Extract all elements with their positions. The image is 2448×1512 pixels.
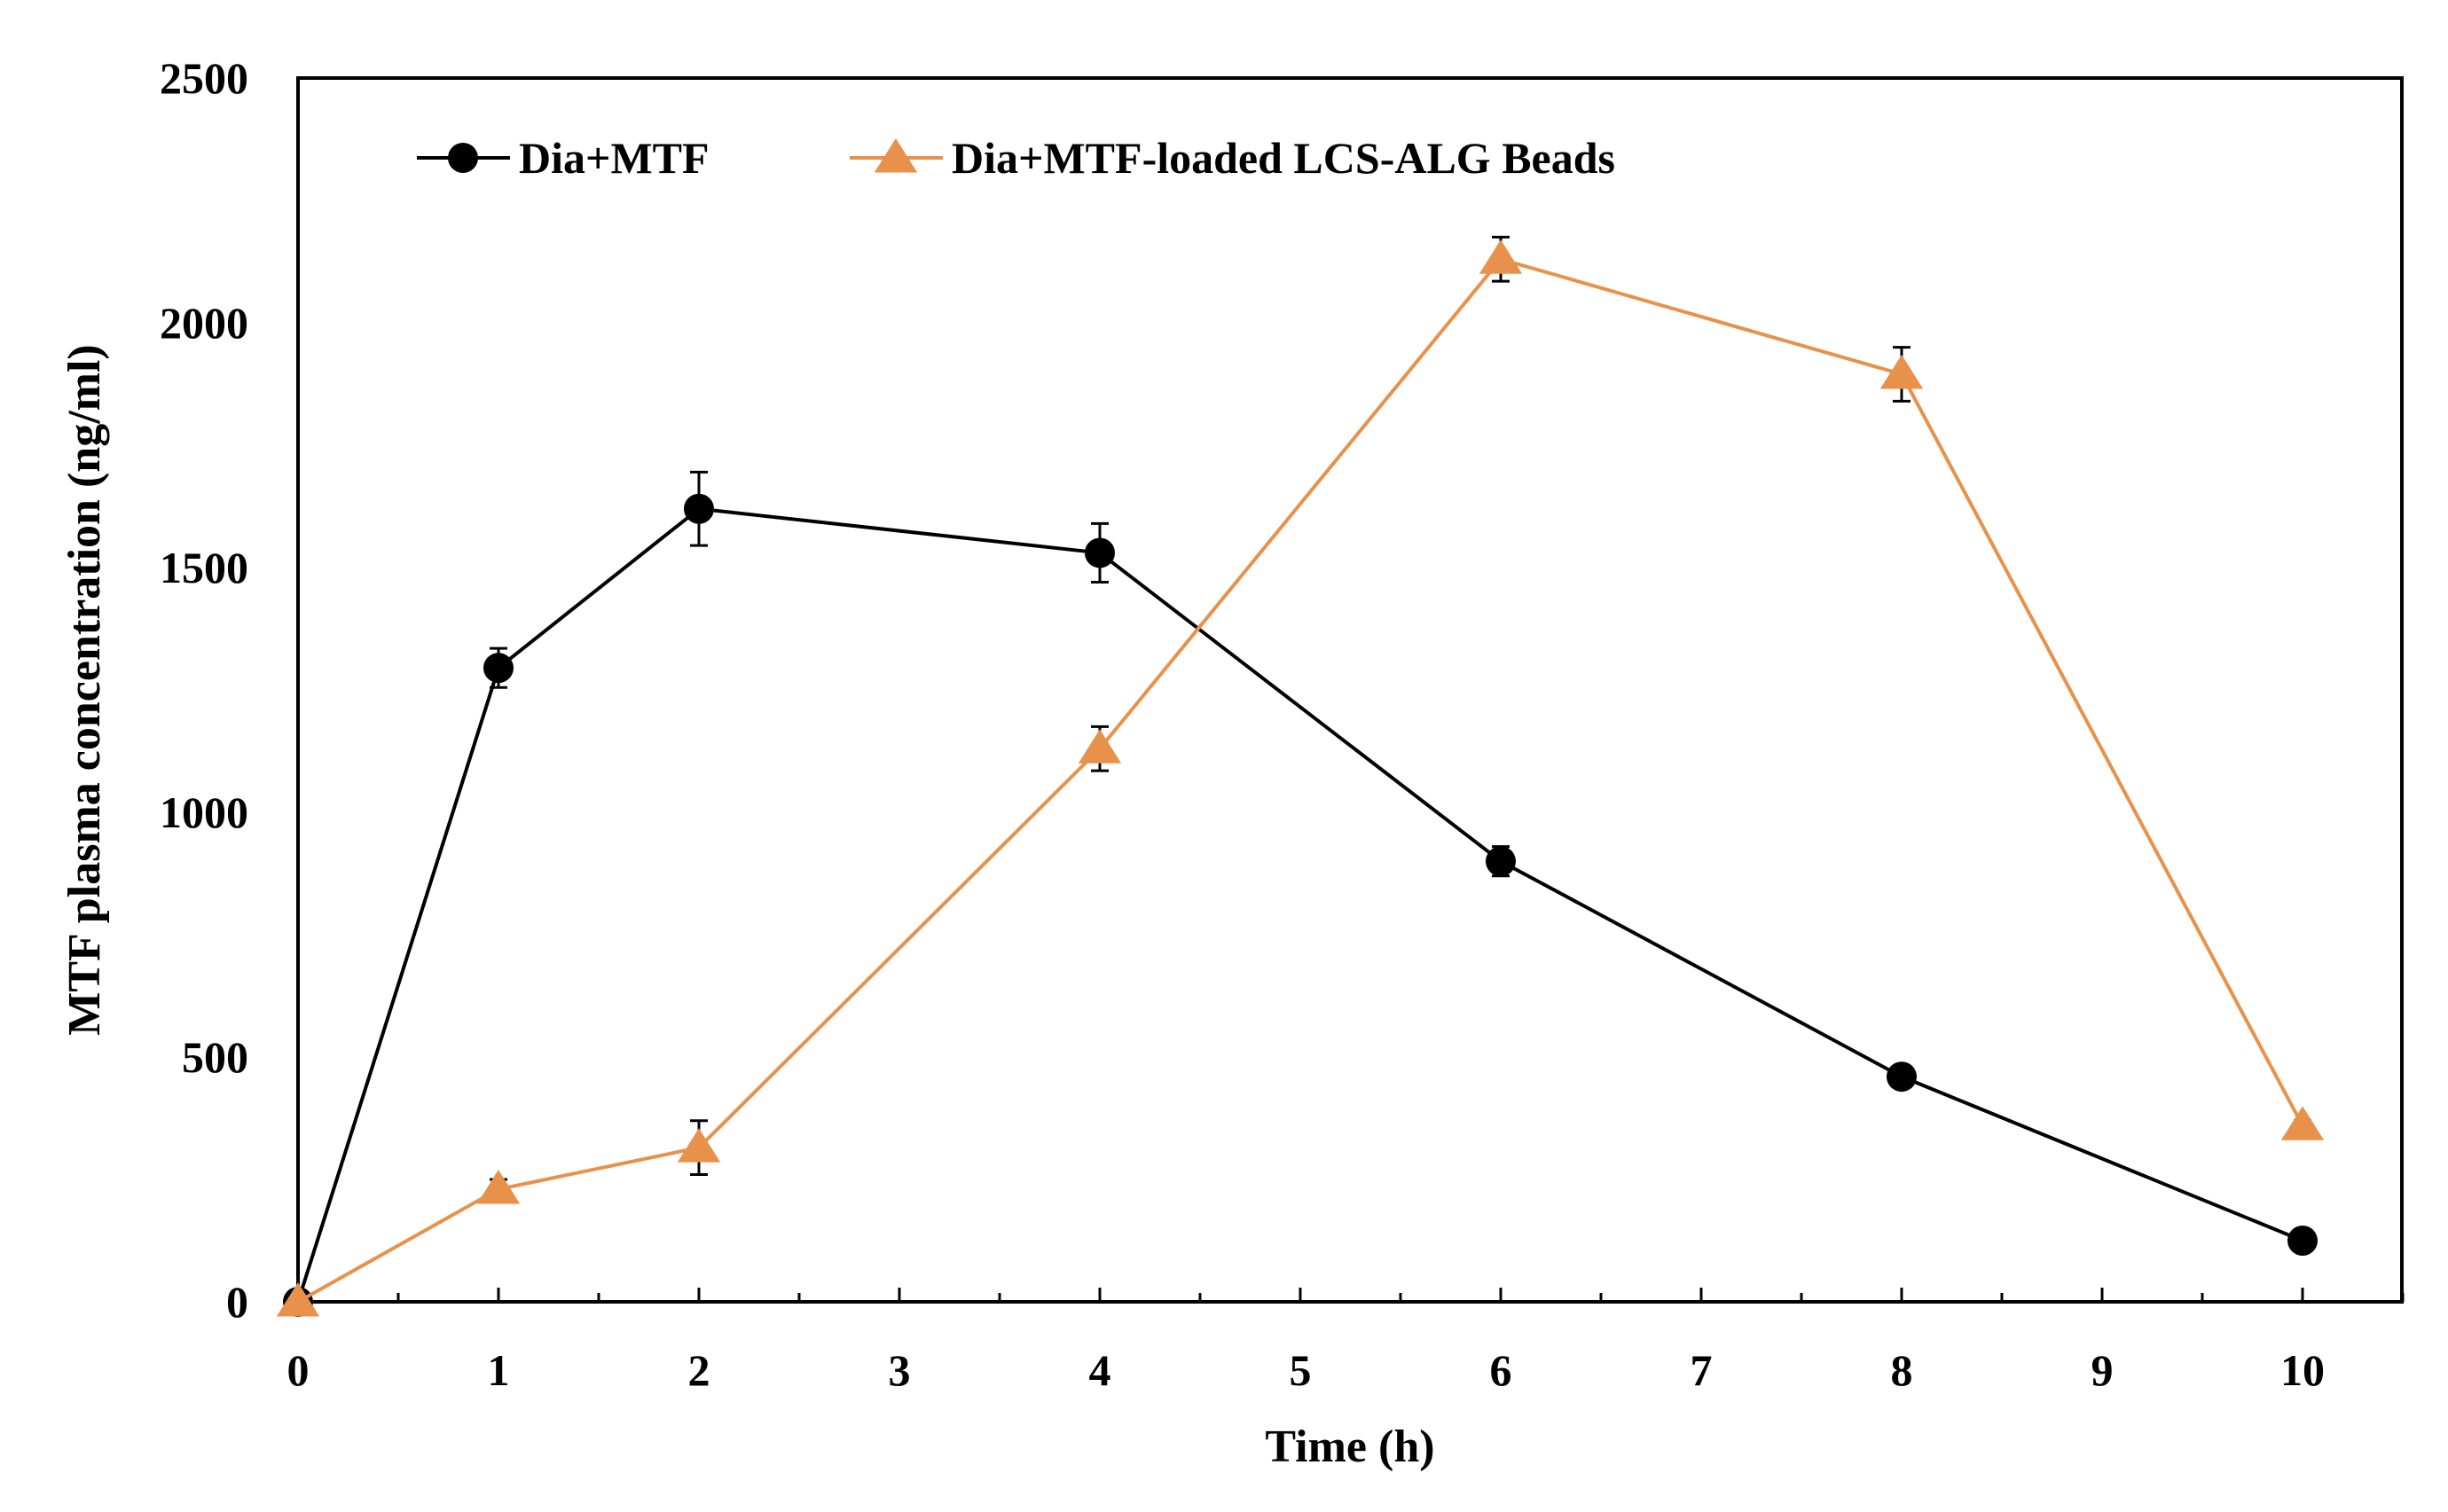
data-point	[677, 1128, 721, 1163]
series-2	[276, 235, 2325, 1317]
data-point	[2287, 1226, 2318, 1256]
legend-label: Dia+MTF	[519, 133, 710, 183]
data-point	[483, 653, 514, 684]
data-point	[276, 1282, 320, 1317]
data-point	[1078, 729, 1122, 764]
x-tick-label: 6	[1490, 1345, 1512, 1395]
x-tick-label: 8	[1891, 1345, 1913, 1395]
ticks-layer: 0 1 2 3 4 5 6 7 8 9 10 0 500 1000 1500 2000 2500	[160, 53, 2405, 1395]
x-tick-label: 4	[1089, 1345, 1111, 1395]
legend-marker	[448, 143, 478, 173]
legend-marker	[874, 138, 918, 173]
data-point	[684, 493, 714, 524]
x-tick-label: 3	[889, 1345, 911, 1395]
legend: Dia+MTF Dia+MTF-loaded LCS-ALG Beads	[417, 133, 1615, 183]
x-tick-label: 10	[2280, 1345, 2325, 1395]
data-point	[1887, 1062, 1917, 1093]
data-point	[2280, 1106, 2325, 1140]
y-tick-label: 0	[226, 1277, 248, 1327]
data-point	[1879, 354, 1924, 389]
data-point	[1479, 239, 1523, 274]
x-tick-label: 2	[688, 1345, 710, 1395]
y-tick-label: 2000	[160, 298, 248, 348]
x-tick-label: 1	[488, 1345, 510, 1395]
legend-label: Dia+MTF-loaded LCS-ALG Beads	[952, 133, 1615, 183]
data-point	[1085, 537, 1115, 568]
x-tick-label: 7	[1691, 1345, 1713, 1395]
series-layer	[276, 235, 2325, 1317]
data-point	[1486, 846, 1516, 877]
data-point	[476, 1170, 521, 1204]
series-1	[283, 470, 2318, 1317]
y-tick-label: 2500	[160, 53, 248, 103]
y-axis-title: MTF plasma concentration (ng/ml)	[59, 344, 110, 1035]
series-line	[297, 257, 2304, 1304]
x-tick-label: 9	[2091, 1345, 2114, 1395]
plot-frame	[296, 76, 2404, 1304]
legend-entry-2: Dia+MTF-loaded LCS-ALG Beads	[850, 133, 1615, 183]
y-tick-label: 500	[182, 1032, 248, 1082]
x-tick-label: 5	[1290, 1345, 1312, 1395]
legend-entry-1: Dia+MTF	[417, 133, 710, 183]
x-tick-label: 0	[287, 1345, 310, 1395]
x-axis-title: Time (h)	[1265, 1422, 1434, 1472]
y-tick-label: 1500	[160, 543, 248, 592]
series-line	[296, 506, 2303, 1303]
y-tick-label: 1000	[160, 787, 248, 837]
